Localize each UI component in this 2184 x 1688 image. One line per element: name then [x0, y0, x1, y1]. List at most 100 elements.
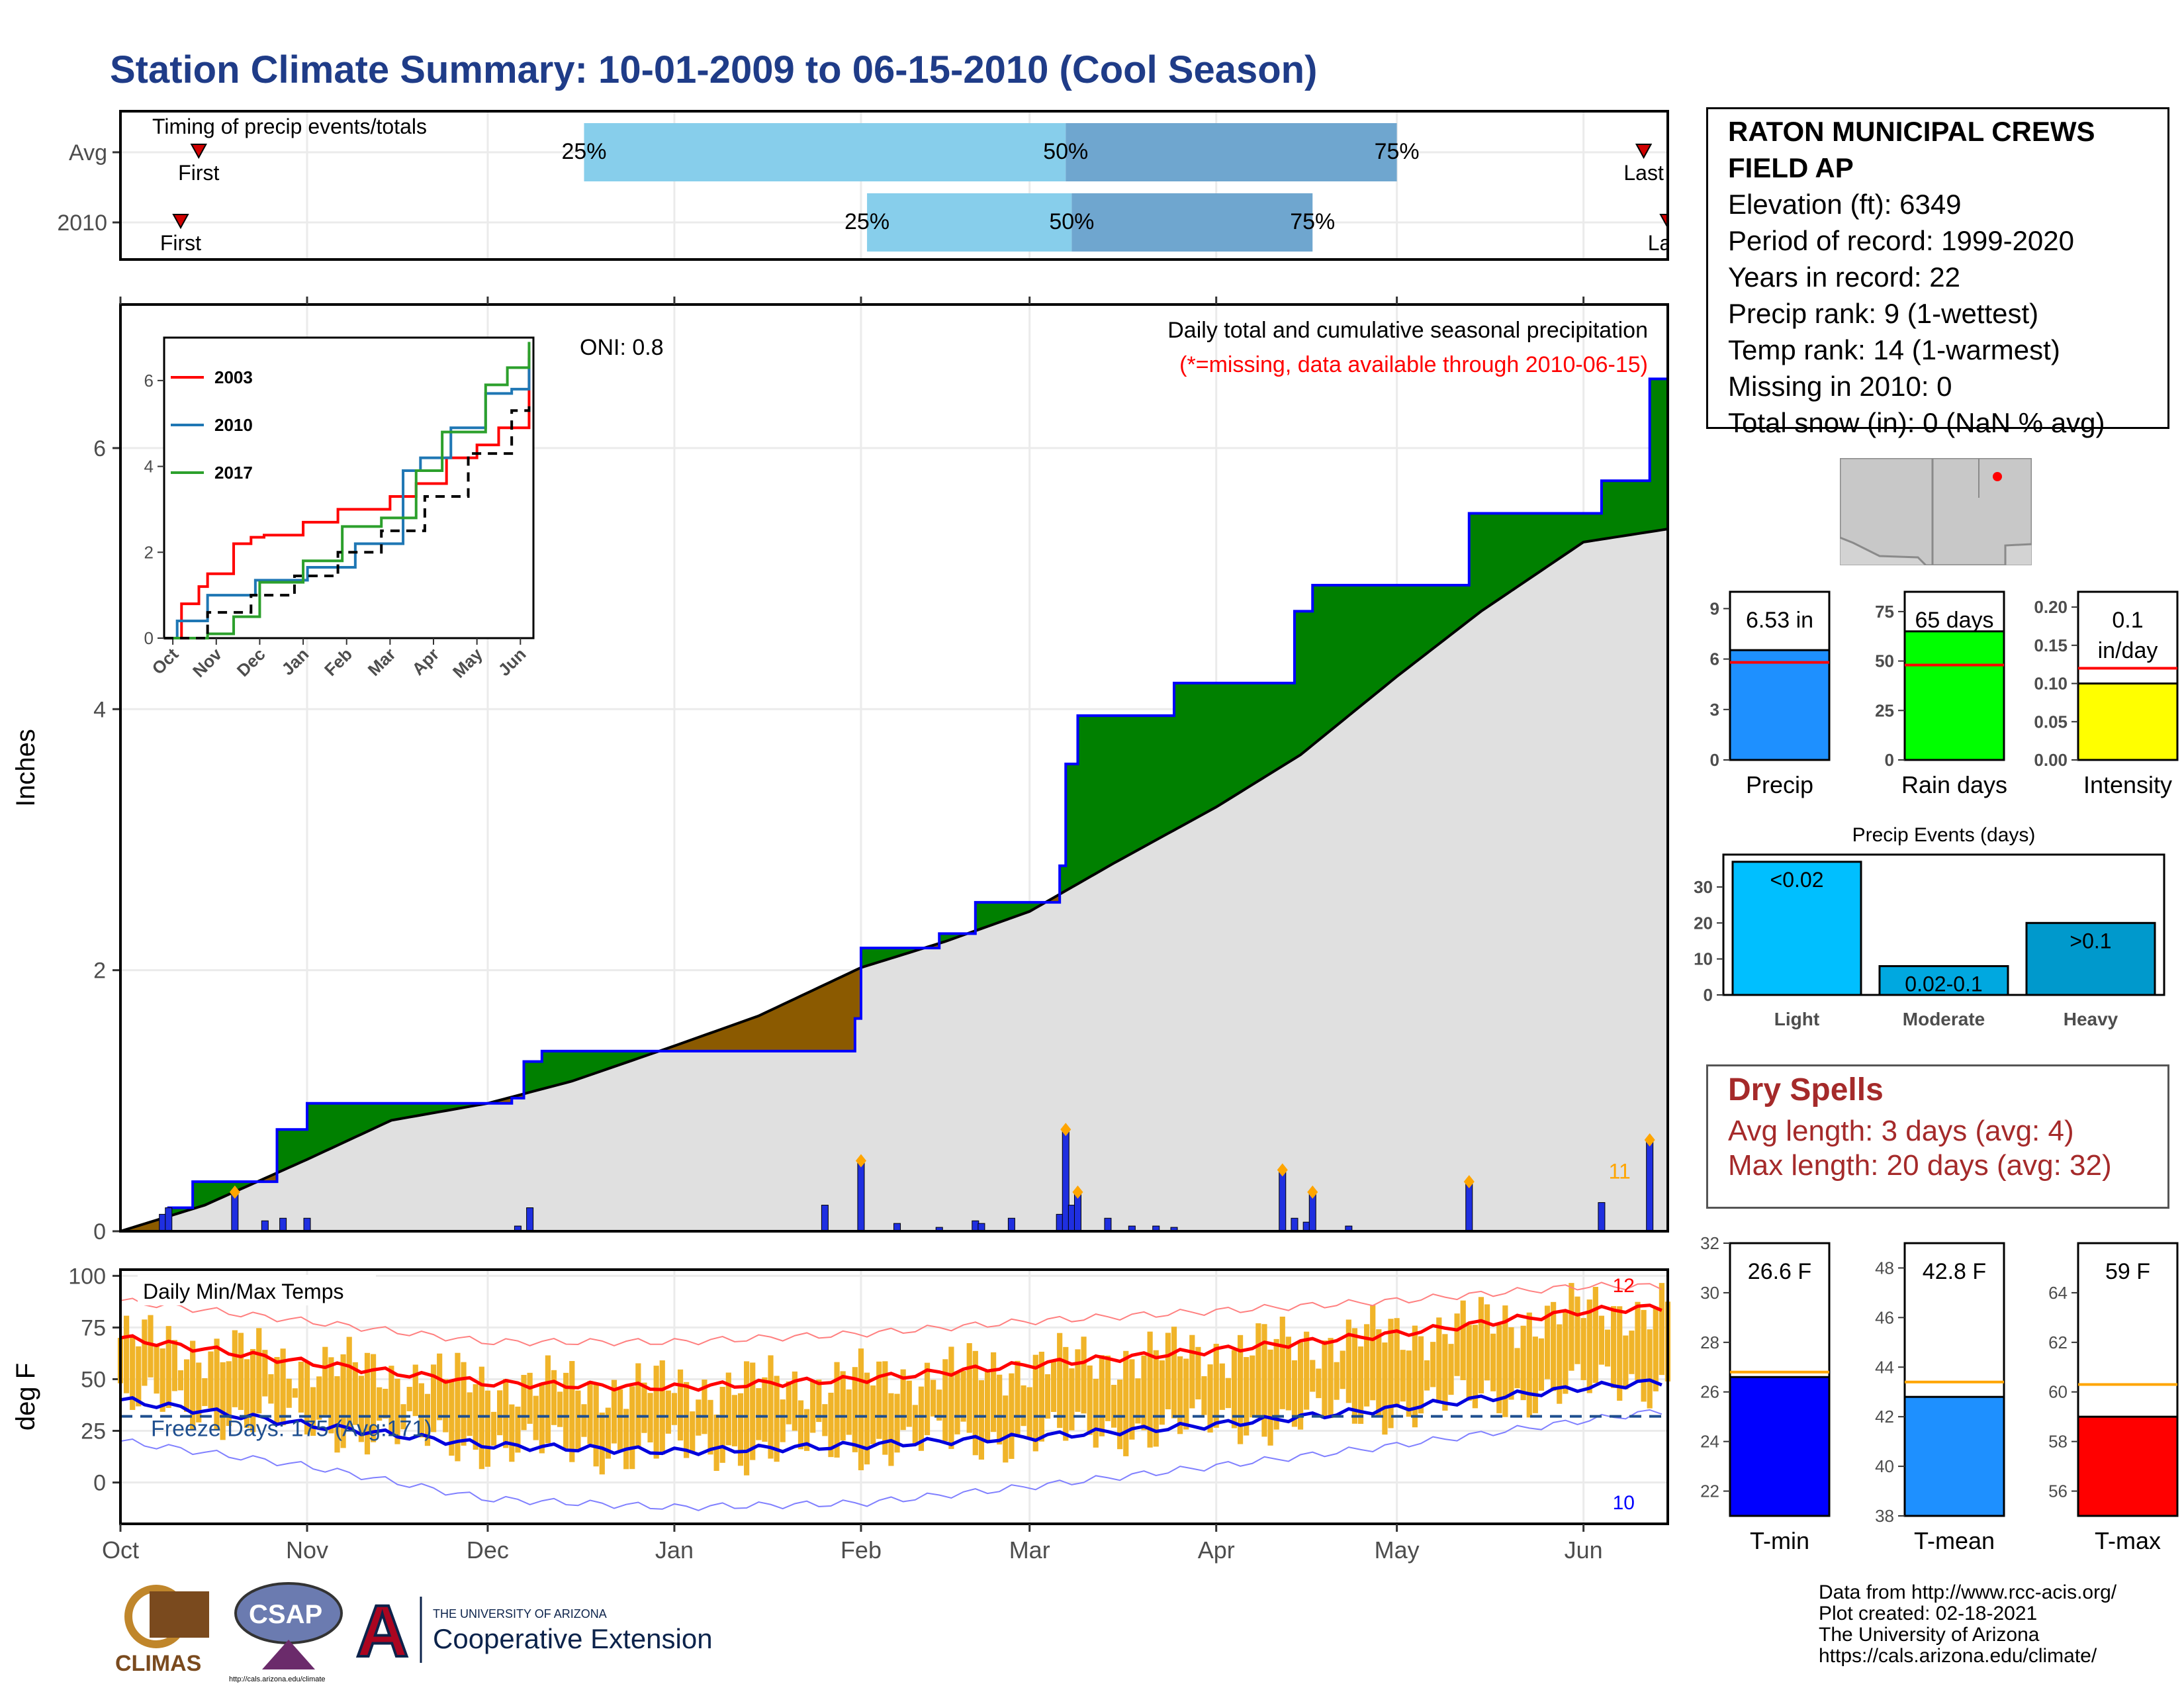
daily-temp-range-bar — [473, 1384, 478, 1450]
summary-bars-panel: 0 3 6 9 6.53 in Precip 0 25 50 75 65 days Rain days… — [1710, 590, 2179, 798]
cumulative-2010-line — [120, 377, 1668, 1233]
daily-temp-range-bar — [593, 1382, 599, 1467]
value-bar — [1729, 649, 1831, 761]
daily-temp-range-bar — [1069, 1368, 1075, 1430]
daily-temp-range-bar — [737, 1393, 744, 1466]
daily-precip-marker — [1277, 1163, 1288, 1177]
daily-temp-range-bar — [1316, 1368, 1322, 1399]
daily-temp-range-bar — [1032, 1354, 1038, 1452]
quartile-label: 25% — [844, 209, 889, 234]
y-tick-label: 25 — [81, 1419, 106, 1444]
daily-temp-range-bar — [177, 1370, 184, 1391]
daily-temp-range-bar — [750, 1362, 756, 1460]
daily-temp-range-bar — [1225, 1378, 1231, 1409]
daily-temp-range-bar — [816, 1380, 822, 1423]
value-label: 65 days — [1915, 608, 1993, 633]
quartile-label: 50% — [1043, 139, 1088, 164]
y-tick-label: 0 — [1710, 750, 1719, 770]
daily-temp-range-bar — [142, 1319, 148, 1386]
daily-temp-range-bar — [1129, 1359, 1135, 1440]
daily-temp-range-bar — [1147, 1331, 1153, 1448]
daily-temp-range-bar — [1267, 1349, 1273, 1446]
y-tick-label: 100 — [68, 1264, 106, 1289]
station-years: Years in record: 22 — [1728, 261, 1960, 293]
daily-temp-range-bar — [840, 1371, 846, 1441]
inset-series-line — [164, 357, 531, 639]
daily-temp-range-bar — [954, 1371, 960, 1434]
daily-temp-range-bar — [1611, 1306, 1617, 1388]
daily-temp-range-bar — [148, 1315, 154, 1378]
value-label: 26.6 F — [1748, 1259, 1811, 1284]
daily-temp-range-bar — [1291, 1360, 1298, 1427]
daily-temp-range-bar — [575, 1390, 581, 1452]
daily-temp-range-bar — [165, 1326, 171, 1408]
x-tick-label: Apr — [1198, 1536, 1235, 1564]
precip-subtitle: (*=missing, data available through 2010-… — [1179, 352, 1648, 377]
missing-count-annotation: 11 — [1609, 1160, 1631, 1184]
daily-temp-range-bar — [864, 1372, 870, 1465]
daily-temp-range-bar — [1653, 1307, 1659, 1391]
daily-precip-bar — [303, 1217, 311, 1232]
daily-temp-range-bar — [1569, 1283, 1574, 1371]
first-event-label: First — [178, 161, 219, 185]
y-tick-label: 62 — [2048, 1333, 2068, 1352]
daily-temp-range-bar — [202, 1378, 208, 1407]
precip-frame — [119, 303, 1669, 1233]
y-tick-label: 58 — [2048, 1432, 2068, 1452]
y-tick-label: 0 — [1704, 985, 1713, 1005]
x-tick-label: Nov — [286, 1536, 328, 1564]
daily-temp-range-bar — [1466, 1325, 1472, 1401]
daily-temp-range-bar — [443, 1379, 449, 1432]
daily-temp-range-bar — [220, 1362, 226, 1440]
daily-temp-range-bar — [383, 1388, 388, 1419]
daily-temp-range-bar — [280, 1348, 286, 1426]
daily-temp-range-bar — [906, 1380, 912, 1427]
daily-temp-range-bar — [377, 1387, 383, 1421]
daily-temp-range-bar — [1442, 1334, 1448, 1411]
daily-temp-range-bar — [834, 1362, 840, 1458]
daily-temp-range-bar — [1508, 1327, 1514, 1400]
daily-temp-range-bar — [1412, 1325, 1418, 1428]
daily-temp-range-bar — [774, 1376, 780, 1462]
precip-title: Daily total and cumulative seasonal prec… — [1167, 318, 1648, 343]
climas-logo: CLIMAS — [115, 1585, 209, 1676]
daily-precip-bar — [526, 1207, 534, 1232]
station-snow: Total snow (in): 0 (NaN % avg) — [1728, 407, 2105, 438]
location-map — [1840, 458, 2032, 565]
daily-temp-range-bar — [1490, 1333, 1496, 1391]
daily-temp-range-bar — [539, 1382, 545, 1454]
daily-temp-range-bar — [1647, 1329, 1653, 1409]
quartile-label: 25% — [561, 139, 606, 164]
daily-temp-range-bar — [461, 1362, 467, 1446]
value-label: 0.1 — [2112, 608, 2143, 633]
daily-temp-range-bar — [1165, 1333, 1171, 1409]
daily-temp-range-bar — [1057, 1333, 1063, 1429]
daily-temp-range-bar — [1526, 1312, 1532, 1418]
value-bar — [2077, 682, 2179, 761]
daily-temp-range-bar — [677, 1369, 684, 1441]
y-tick-label: 0.20 — [2034, 597, 2068, 617]
daily-temp-range-bar — [1598, 1315, 1605, 1365]
daily-temp-range-bar — [1376, 1329, 1382, 1417]
daily-temp-range-bar — [1370, 1305, 1376, 1401]
credit-url: https://cals.arizona.edu/climate/ — [1819, 1645, 2097, 1667]
daily-temp-range-bar — [298, 1362, 304, 1413]
daily-temp-range-bar — [1050, 1361, 1057, 1412]
y-tick-label: 46 — [1875, 1307, 1894, 1327]
daily-temp-range-bar — [1532, 1336, 1538, 1413]
daily-temp-range-bar — [792, 1371, 797, 1431]
daily-temp-range-bar — [1237, 1335, 1244, 1444]
timing-clip-mask — [1666, 107, 1693, 263]
daily-precip-marker — [1307, 1185, 1318, 1199]
daily-precip-bar — [821, 1205, 829, 1232]
y-tick-label: 0 — [1885, 750, 1894, 770]
daily-temp-range-bar — [503, 1379, 509, 1448]
daily-temp-range-bar — [997, 1374, 1003, 1445]
daily-temp-range-bar — [1574, 1296, 1580, 1364]
daily-temp-range-bar — [966, 1343, 972, 1433]
ua-small-text: THE UNIVERSITY OF ARIZONA — [433, 1607, 607, 1620]
daily-precip-bar — [972, 1220, 979, 1232]
daily-temp-range-bar — [569, 1361, 575, 1462]
station-info-box: RATON MUNICIPAL CREWS FIELD AP Elevation… — [1706, 107, 2169, 438]
daily-precip-marker — [1644, 1133, 1655, 1147]
